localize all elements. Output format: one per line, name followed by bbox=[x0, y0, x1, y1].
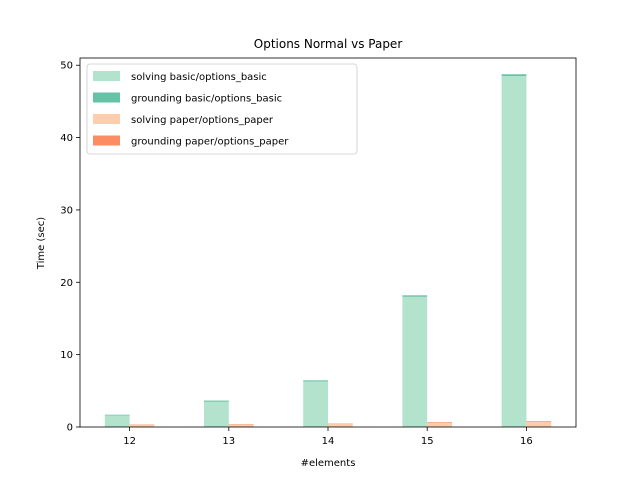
legend-swatch bbox=[93, 71, 120, 81]
x-tick-label: 16 bbox=[520, 436, 533, 447]
bar-solving-basic-14 bbox=[303, 381, 328, 427]
y-tick-label: 50 bbox=[60, 61, 73, 72]
legend-swatch bbox=[93, 135, 120, 146]
y-tick-label: 30 bbox=[60, 205, 73, 216]
x-tick-label: 13 bbox=[222, 436, 235, 447]
x-tick-label: 15 bbox=[421, 436, 434, 447]
bar-solving-paper-16 bbox=[526, 421, 552, 427]
bar-grounding-basic-14 bbox=[303, 380, 328, 382]
legend-entry-label: solving paper/options_paper bbox=[131, 115, 274, 126]
y-tick-label: 10 bbox=[60, 350, 73, 361]
x-axis-label: #elements bbox=[301, 458, 356, 469]
bar-solving-basic-12 bbox=[104, 415, 130, 427]
bar-grounding-basic-12 bbox=[104, 414, 130, 416]
legend-entry-label: grounding paper/options_paper bbox=[131, 137, 289, 148]
legend-entry-label: solving basic/options_basic bbox=[131, 72, 267, 83]
bar-solving-basic-16 bbox=[501, 76, 527, 428]
y-axis-label: Time (sec) bbox=[36, 217, 47, 270]
x-tick-label: 14 bbox=[322, 436, 335, 447]
legend-frame bbox=[86, 63, 358, 155]
y-tick-label: 0 bbox=[67, 423, 73, 434]
x-tick-label: 12 bbox=[123, 436, 136, 447]
bar-grounding-basic-13 bbox=[204, 400, 229, 402]
bar-grounding-basic-16 bbox=[501, 74, 527, 77]
legend: solving basic/options_basic grounding bas… bbox=[86, 63, 358, 155]
bar-solving-basic-13 bbox=[204, 401, 229, 427]
legend-entry-label: grounding basic/options_basic bbox=[131, 94, 282, 105]
axes-layer: 0 10 20 30 40 50 12 13 14 15 16 bbox=[60, 57, 577, 447]
chart-title: Options Normal vs Paper bbox=[254, 37, 403, 51]
bar-solving-paper-15 bbox=[427, 423, 452, 427]
bar-grounding-paper-16 bbox=[526, 421, 552, 422]
bar-grounding-paper-15 bbox=[427, 422, 452, 424]
bar-solving-paper-13 bbox=[228, 424, 254, 427]
bar-solving-paper-12 bbox=[129, 424, 155, 427]
bars-layer bbox=[104, 74, 552, 428]
legend-swatch bbox=[93, 114, 120, 124]
y-tick-label: 20 bbox=[60, 278, 73, 289]
bar-solving-paper-14 bbox=[328, 423, 353, 427]
y-tick-label: 40 bbox=[60, 133, 73, 144]
bar-solving-basic-15 bbox=[402, 296, 428, 427]
bar-grounding-basic-15 bbox=[402, 295, 428, 297]
legend-swatch bbox=[93, 92, 120, 103]
